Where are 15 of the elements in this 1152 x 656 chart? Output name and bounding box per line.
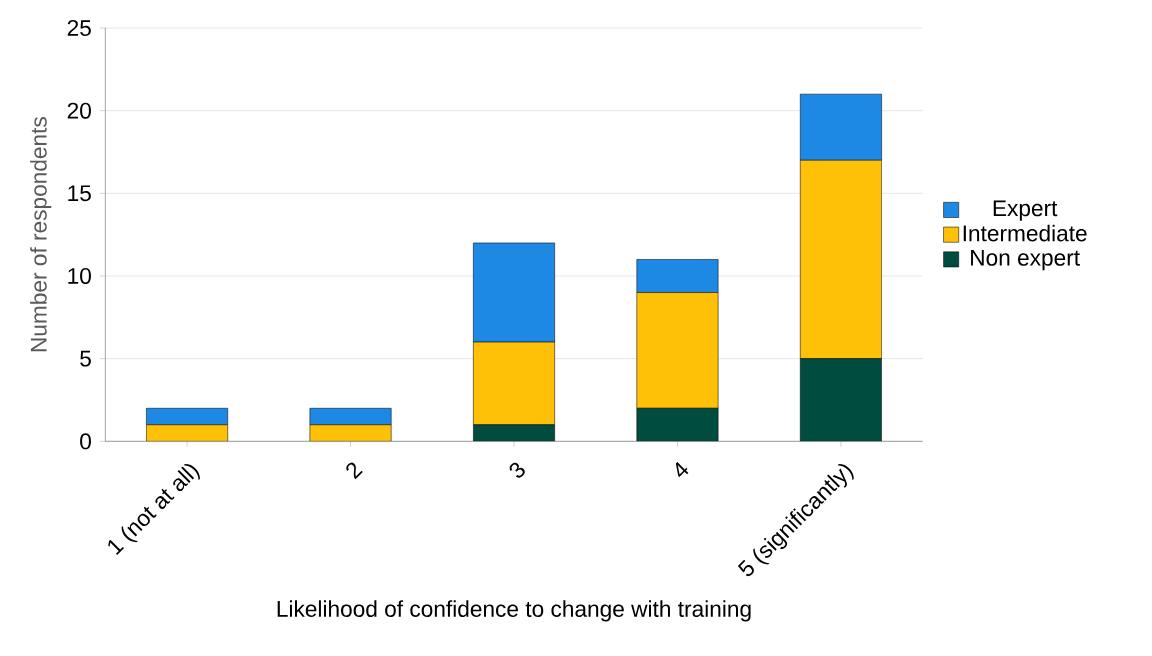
x-tick-label: 2 xyxy=(346,462,363,480)
y-tick-label: 5 xyxy=(80,350,91,367)
y-tick-label: 25 xyxy=(67,19,91,37)
y-tick-label: 20 xyxy=(67,102,91,119)
x-axis-title: Likelihood of confidence to change with training xyxy=(277,600,751,622)
x-tick-label: 4 xyxy=(675,461,689,478)
x-tick-label: 1 (not at all) xyxy=(108,463,200,555)
x-tick-label: 3 xyxy=(509,462,525,478)
y-tick-label: 15 xyxy=(68,185,91,202)
y-tick-label: 10 xyxy=(68,267,91,285)
legend-label: Intermediate xyxy=(963,224,1087,242)
legend-label: Expert xyxy=(993,200,1058,221)
y-tick-label: 0 xyxy=(80,433,91,450)
y-axis-title: Number of respondents xyxy=(30,117,52,352)
legend-label: Non expert xyxy=(971,249,1080,271)
